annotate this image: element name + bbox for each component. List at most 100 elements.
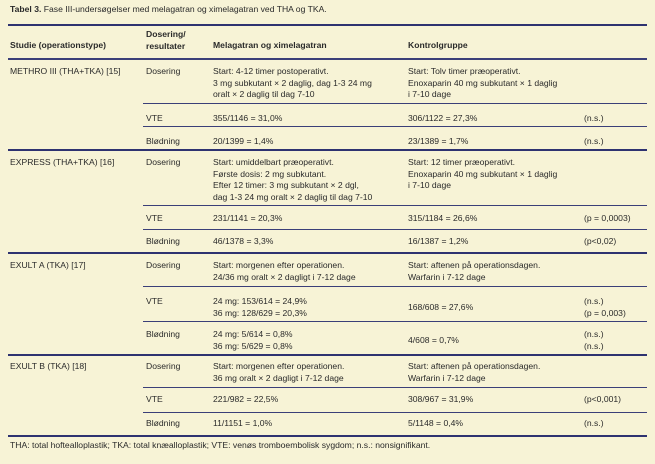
control-cell: 5/1148 = 0,4% [408, 418, 463, 430]
control-cell: Start: aftenen på operationsdagen. Warfar… [408, 260, 540, 283]
treatment-cell: 355/1146 = 31,0% [213, 113, 282, 125]
control-line: Start: aftenen på operationsdagen. [408, 361, 541, 371]
result-type-label: Dosering [146, 66, 181, 76]
p-cell: (p<0,001) [584, 394, 621, 406]
treatment-line: Start: 4-12 timer postoperativt. [213, 66, 329, 76]
row-rule [143, 387, 647, 388]
treatment-cell: 221/982 = 22,5% [213, 394, 278, 406]
treatment-line: 46/1378 = 3,3% [213, 236, 274, 246]
control-line: 315/1184 = 26,6% [408, 213, 478, 223]
control-cell: 16/1387 = 1,2% [408, 236, 468, 248]
p-cell: (n.s.) (p = 0,003) [584, 296, 626, 319]
control-line: Start: Tolv timer præoperativt. [408, 66, 521, 76]
p-line: (n.s.) [584, 136, 604, 146]
treatment-cell: 24 mg: 153/614 = 24,9% 36 mg: 128/629 = 2… [213, 296, 307, 319]
control-line: Start: 12 timer præoperativt. [408, 157, 515, 167]
study-rule [8, 435, 647, 437]
treatment-cell: 46/1378 = 3,3% [213, 236, 273, 248]
table-title: Fase III-undersøgelser med melagatran og… [43, 4, 327, 14]
treatment-cell: Start: 4-12 timer postoperativt. 3 mg sub… [213, 66, 372, 101]
row-rule [143, 321, 647, 322]
header-dosing: Dosering/ resultater [146, 29, 186, 52]
control-line: 16/1387 = 1,2% [408, 236, 469, 246]
control-line: Warfarin i 7-12 dage [408, 271, 486, 282]
control-cell: Start: aftenen på operationsdagen. Warfar… [408, 361, 540, 384]
result-type-label: VTE [146, 394, 163, 404]
row-rule [143, 229, 647, 230]
control-line: 5/1148 = 0,4% [408, 418, 464, 428]
header-control: Kontrolgruppe [408, 40, 468, 50]
treatment-cell: Start: morgenen efter operationen. 36 mg … [213, 361, 344, 384]
control-line: Warfarin i 7-12 dage [408, 372, 486, 383]
control-cell: 308/967 = 31,9% [408, 394, 473, 406]
control-cell: 306/1122 = 27,3% [408, 113, 477, 125]
study-rule [8, 149, 647, 151]
p-line: (n.s.) [584, 329, 604, 339]
treatment-line: 11/1151 = 1,0% [213, 418, 273, 428]
treatment-cell: 24 mg: 5/614 = 0,8% 36 mg: 5/629 = 0,8% [213, 329, 293, 352]
treatment-line: 24/36 mg oralt × 2 dagligt i 7-12 dage [213, 271, 356, 282]
treatment-line: Efter 12 timer: 3 mg subkutant × 2 dgl, [213, 180, 359, 190]
result-type-label: VTE [146, 296, 163, 306]
study-rule [8, 354, 647, 356]
study-name: EXPRESS (THA+TKA) [16] [10, 157, 115, 167]
treatment-line: Start: morgenen efter operationen. [213, 260, 345, 270]
control-cell: 23/1389 = 1,7% [408, 136, 468, 148]
result-type-label: VTE [146, 113, 163, 123]
control-line: 306/1122 = 27,3% [408, 113, 478, 123]
p-cell: (n.s.) [584, 113, 604, 125]
control-line: 168/608 = 27,6% [408, 302, 474, 312]
study-name: METHRO III (THA+TKA) [15] [10, 66, 121, 76]
p-line: (p = 0,0003) [584, 213, 631, 223]
result-type-label: Blødning [146, 418, 180, 428]
row-rule [143, 286, 647, 287]
treatment-line: 20/1399 = 1,4% [213, 136, 274, 146]
control-cell: 4/608 = 0,7% [408, 335, 459, 347]
treatment-line: 221/982 = 22,5% [213, 394, 279, 404]
control-cell: 315/1184 = 26,6% [408, 213, 477, 225]
header-treatment: Melagatran og ximelagatran [213, 40, 327, 50]
p-cell: (p<0,02) [584, 236, 616, 248]
p-cell: (p = 0,0003) [584, 213, 631, 225]
treatment-line: 355/1146 = 31,0% [213, 113, 283, 123]
p-cell: (n.s.) [584, 136, 604, 148]
result-type-label: VTE [146, 213, 163, 223]
control-cell: 168/608 = 27,6% [408, 302, 473, 314]
control-line: Start: aftenen på operationsdagen. [408, 260, 541, 270]
treatment-line: 231/1141 = 20,3% [213, 213, 283, 223]
result-type-label: Blødning [146, 136, 180, 146]
control-cell: Start: 12 timer præoperativt. Enoxaparin … [408, 157, 557, 192]
treatment-line: Første dosis: 2 mg subkutant. [213, 168, 327, 179]
study-name: EXULT A (TKA) [17] [10, 260, 86, 270]
study-name: EXULT B (TKA) [18] [10, 361, 87, 371]
footnote: THA: total hoftealloplastik; TKA: total … [10, 440, 431, 450]
table-label: Tabel 3. [10, 4, 42, 14]
treatment-cell: 231/1141 = 20,3% [213, 213, 282, 225]
p-line: (n.s.) [584, 340, 604, 351]
treatment-cell: 11/1151 = 1,0% [213, 418, 272, 430]
treatment-cell: Start: morgenen efter operationen. 24/36 … [213, 260, 356, 283]
top-rule [8, 24, 647, 26]
p-line: (p<0,001) [584, 394, 622, 404]
control-line: Enoxaparin 40 mg subkutant × 1 daglig [408, 77, 558, 88]
control-line: 4/608 = 0,7% [408, 335, 459, 345]
row-rule [143, 412, 647, 413]
p-line: (n.s.) [584, 296, 604, 306]
treatment-line: dag 1-3 24 mg oralt × 2 daglig til dag 7… [213, 191, 373, 202]
p-line: (p<0,02) [584, 236, 617, 246]
control-cell: Start: Tolv timer præoperativt. Enoxapari… [408, 66, 557, 101]
result-type-label: Dosering [146, 361, 181, 371]
p-line: (n.s.) [584, 113, 604, 123]
control-line: 23/1389 = 1,7% [408, 136, 469, 146]
header-rule [8, 58, 647, 60]
header-study: Studie (operationstype) [10, 40, 106, 50]
result-type-label: Dosering [146, 157, 181, 167]
p-line: (n.s.) [584, 418, 604, 428]
treatment-line: Start: umiddelbart præoperativt. [213, 157, 334, 167]
treatment-line: 36 mg oralt × 2 dagligt i 7-12 dage [213, 372, 344, 383]
treatment-cell: Start: umiddelbart præoperativt. Første d… [213, 157, 372, 203]
header-dosing-line: resultater [146, 40, 186, 51]
header-dosing-line: Dosering/ [146, 29, 186, 39]
p-line: (p = 0,003) [584, 307, 626, 318]
study-rule [8, 252, 647, 254]
